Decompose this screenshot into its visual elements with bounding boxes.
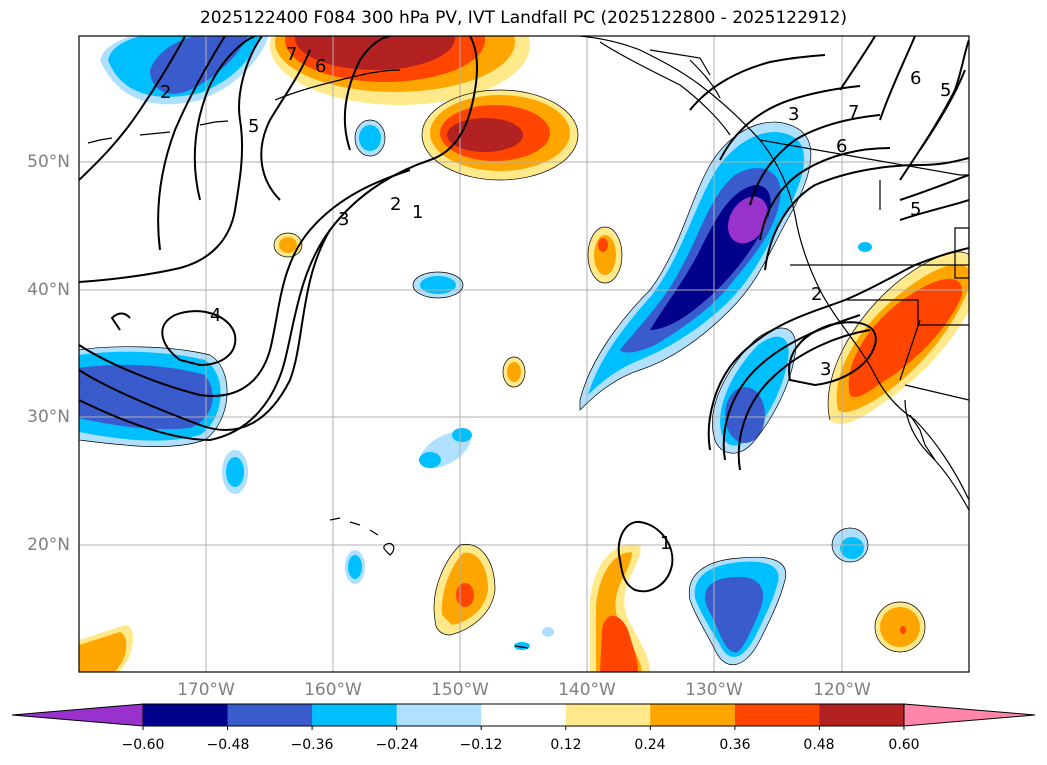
colorbar-tick-label: −0.48: [206, 737, 250, 753]
colorbar-tick-label: 0.36: [719, 737, 751, 753]
colorbar-swatch: [227, 704, 313, 726]
colorbar-swatch: [650, 704, 736, 726]
pv-fill-layer: [79, 36, 969, 672]
colorbar-tick-label: −0.12: [459, 737, 503, 753]
colorbar-outline: [142, 703, 905, 727]
colorbar-extend-min: [11, 703, 144, 727]
colorbar-swatch: [734, 704, 820, 726]
map-frame: [78, 35, 970, 673]
colorbar-swatch: [819, 704, 905, 726]
positive-anomaly-coast: [828, 252, 969, 424]
contour-label: 7: [286, 44, 297, 65]
colorbar-swatch: [396, 704, 482, 726]
negative-anomaly-offshore-low: [712, 328, 796, 454]
lat-label: 40°N: [27, 280, 70, 300]
lon-label: 150°W: [431, 680, 489, 700]
colorbar-swatch: [565, 704, 651, 726]
negative-anomaly-top-left: [100, 36, 269, 105]
colorbar-tick-label: −0.24: [375, 737, 419, 753]
contour-label: 5: [248, 116, 259, 137]
colorbar-tick-label: 0.24: [634, 737, 666, 753]
colorbar-tick-label: −0.36: [290, 737, 334, 753]
contour-label: 1: [660, 533, 671, 554]
colorbar-tick-label: 0.12: [550, 737, 582, 753]
contour-label: 1: [412, 202, 423, 223]
colorbar-extend-max: [903, 703, 1036, 727]
map-title: 2025122400 F084 300 hPa PV, IVT Landfall…: [199, 8, 847, 28]
colorbar-tick-label: 0.60: [888, 737, 920, 753]
gridlines: [79, 36, 969, 672]
contour-label: 2: [811, 284, 822, 305]
contour-label: 6: [910, 68, 921, 89]
contour-label: 3: [338, 209, 349, 230]
contour-label: 6: [315, 56, 326, 77]
colorbar-tick-label: 0.48: [803, 737, 835, 753]
colorbar-tick-label: −0.60: [121, 737, 165, 753]
positive-anomaly-north-central: [422, 90, 578, 180]
contour-label: 3: [820, 359, 831, 380]
lat-label: 20°N: [27, 535, 70, 555]
colorbar: [11, 703, 1036, 730]
positive-anomaly-top-left: [270, 36, 530, 105]
positive-anomaly-south: [434, 544, 650, 672]
contour-label: 2: [390, 194, 401, 215]
colorbar-swatch: [312, 704, 398, 726]
positive-anomaly-small-blobs: [79, 227, 925, 672]
contour-label: 2: [160, 82, 171, 103]
lat-label: 30°N: [27, 407, 70, 427]
contour-label: 7: [848, 102, 859, 123]
coastlines: [87, 36, 969, 649]
colorbar-swatch: [481, 704, 567, 726]
contour-label: 3: [788, 104, 799, 125]
contour-label: 5: [910, 199, 921, 220]
lon-label: 120°W: [813, 680, 871, 700]
lat-label: 50°N: [27, 152, 70, 172]
lon-label: 140°W: [558, 680, 616, 700]
contour-label: 5: [940, 80, 951, 101]
lon-label: 130°W: [685, 680, 743, 700]
contour-labels: 1 2 3 4 5 2 3 1 3 6 7 6 5 5 2 7 6: [160, 44, 951, 554]
lon-label: 160°W: [304, 680, 362, 700]
negative-anomaly-south-east: [689, 557, 786, 665]
ivt-contours: [79, 36, 969, 593]
lon-label: 170°W: [177, 680, 235, 700]
contour-label: 6: [836, 136, 847, 157]
contour-label: 4: [210, 305, 221, 326]
negative-anomaly-west-pacific: [79, 346, 228, 447]
colorbar-swatch: [143, 704, 229, 726]
